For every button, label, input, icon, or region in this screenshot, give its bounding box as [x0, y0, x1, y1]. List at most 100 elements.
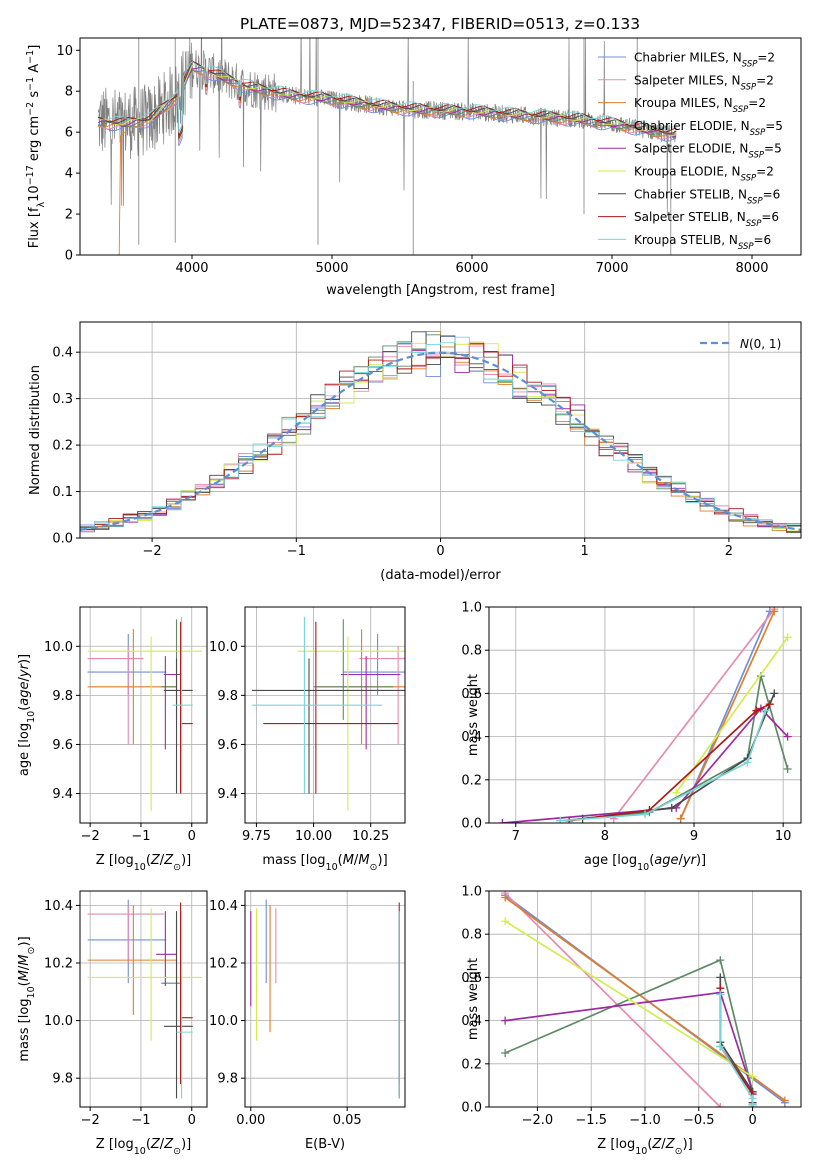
- series-line: [504, 958, 754, 1107]
- series-marker: [716, 1103, 725, 1107]
- label-part: )]: [17, 654, 32, 664]
- legend-sub: SSP: [747, 196, 763, 206]
- errorbar-point: [87, 908, 202, 1041]
- y-tick-label: 9.4: [217, 787, 238, 802]
- y-tick-label: 4: [65, 167, 73, 182]
- legend-sub: SSP: [733, 105, 749, 115]
- x-tick-label: −1.0: [629, 1113, 661, 1128]
- y-tick-label: 10.0: [209, 640, 238, 655]
- y-tick-label: 0.2: [461, 1057, 482, 1072]
- legend-tail: =2: [748, 96, 766, 110]
- label-part: age [log: [17, 723, 32, 776]
- legend-label: N: [740, 337, 749, 351]
- series-line: [560, 710, 767, 822]
- x-tick-label: −1.5: [575, 1113, 607, 1128]
- legend-tail: =6: [763, 187, 781, 201]
- series-marker: [748, 1100, 757, 1107]
- series-line: [504, 920, 754, 1078]
- label-part: )]: [696, 853, 706, 868]
- x-tick-label: 2: [725, 544, 733, 559]
- y-tick-label: 0.0: [52, 532, 73, 547]
- legend-tail: =6: [761, 210, 779, 224]
- legend-tail: =2: [756, 165, 774, 179]
- label-part: Z [log: [96, 853, 134, 868]
- x-tick-label: 8000: [735, 261, 768, 276]
- x-axis-label: (data-model)/error: [380, 568, 501, 583]
- y-tick-label: 9.8: [52, 689, 73, 704]
- label-part: age: [654, 853, 678, 868]
- y-tick-label: 0.4: [52, 346, 73, 361]
- legend-entry: N(0, 1): [740, 337, 781, 351]
- x-tick-label: 7: [512, 829, 520, 844]
- legend-label: Chabrier ELODIE, N: [634, 119, 750, 133]
- series-marker: [716, 1042, 725, 1051]
- series-marker: [780, 1096, 789, 1105]
- plot-area-massweight-vs-age: [498, 607, 792, 823]
- spectrum-model-kroupa-stelib: [98, 60, 677, 133]
- y-axis-label: Flux [fλ10−17 erg cm−2 s−1 A−1]: [25, 45, 47, 249]
- y-tick-label: 9.8: [52, 1072, 73, 1087]
- series-marker: [501, 1016, 510, 1025]
- y-tick-label: 0.2: [52, 439, 73, 454]
- series-marker: [783, 633, 792, 642]
- legend-sub: SSP: [741, 82, 757, 92]
- y-axis-label: mass weight: [466, 958, 481, 1040]
- label-part: s: [27, 91, 42, 102]
- errorbar-point: [313, 619, 394, 720]
- label-part: Z: [651, 1137, 662, 1152]
- series-marker: [716, 973, 725, 982]
- y-tick-label: 0.6: [461, 971, 482, 986]
- y-tick-label: 0.2: [461, 773, 482, 788]
- y-axis-label: mass [log10(M/M⊙)]: [17, 936, 37, 1061]
- errorbar-point: [87, 634, 167, 696]
- label-part: 10: [637, 862, 649, 873]
- label-part: Z: [163, 853, 174, 868]
- x-axis-label: Z [log10(Z/Z⊙)]: [96, 853, 191, 873]
- plot-area-mass-vs-EBV: [250, 899, 400, 1099]
- x-tick-label: −2: [81, 1113, 100, 1128]
- label-part: 10: [635, 1146, 647, 1157]
- y-tick-label: 10: [56, 44, 73, 59]
- errorbar-point: [172, 616, 193, 794]
- x-tick-label: 10.00: [295, 829, 332, 844]
- x-tick-label: 0.00: [236, 1113, 265, 1128]
- axes-frame: [79, 606, 208, 824]
- label-part: /: [661, 1137, 666, 1152]
- label-part: −2: [25, 102, 36, 116]
- x-tick-label: 10.25: [352, 829, 389, 844]
- legend-label: Salpeter ELODIE, N: [634, 142, 748, 156]
- legend-label: Chabrier MILES, N: [634, 51, 742, 65]
- y-tick-label: 10.0: [209, 1014, 238, 1029]
- legend-entry: Kroupa ELODIE, NSSP=2: [634, 165, 774, 184]
- series-chabrier-elodie: [501, 956, 757, 1107]
- label-part: 10: [134, 1146, 146, 1157]
- series-line: [504, 892, 721, 1107]
- axes-frame: [244, 606, 406, 824]
- label-part: 10: [26, 986, 37, 998]
- label-part: (: [17, 981, 32, 986]
- y-tick-label: 0.8: [461, 644, 482, 659]
- series-line: [569, 703, 771, 822]
- x-tick-label: 0: [188, 1113, 196, 1128]
- x-tick-label: 0.05: [333, 1113, 362, 1128]
- errorbar-point: [87, 646, 144, 745]
- label-part: Z: [150, 853, 161, 868]
- errorbar-point: [87, 905, 164, 963]
- legend-entry: Chabrier ELODIE, NSSP=5: [634, 119, 783, 138]
- label-part: mass [log: [17, 998, 32, 1061]
- y-tick-label: 10.0: [44, 640, 73, 655]
- legend-tail: =2: [757, 51, 775, 65]
- series-chabrier-elodie: [556, 672, 792, 823]
- legend-entry: Salpeter MILES, NSSP=2: [634, 73, 774, 92]
- series-marker: [501, 1049, 510, 1057]
- figure-title: PLATE=0873, MJD=52347, FIBERID=0513, z=0…: [240, 15, 640, 33]
- plot-area-age-vs-mass: [251, 616, 405, 811]
- label-part: −1: [25, 77, 36, 91]
- legend-entry: Chabrier STELIB, NSSP=6: [634, 187, 780, 206]
- label-part: Z: [665, 1137, 676, 1152]
- label-part: Z: [163, 1137, 174, 1152]
- plot-area-residual-histogram: [80, 331, 801, 534]
- spectrum-edge-drop: [105, 131, 126, 255]
